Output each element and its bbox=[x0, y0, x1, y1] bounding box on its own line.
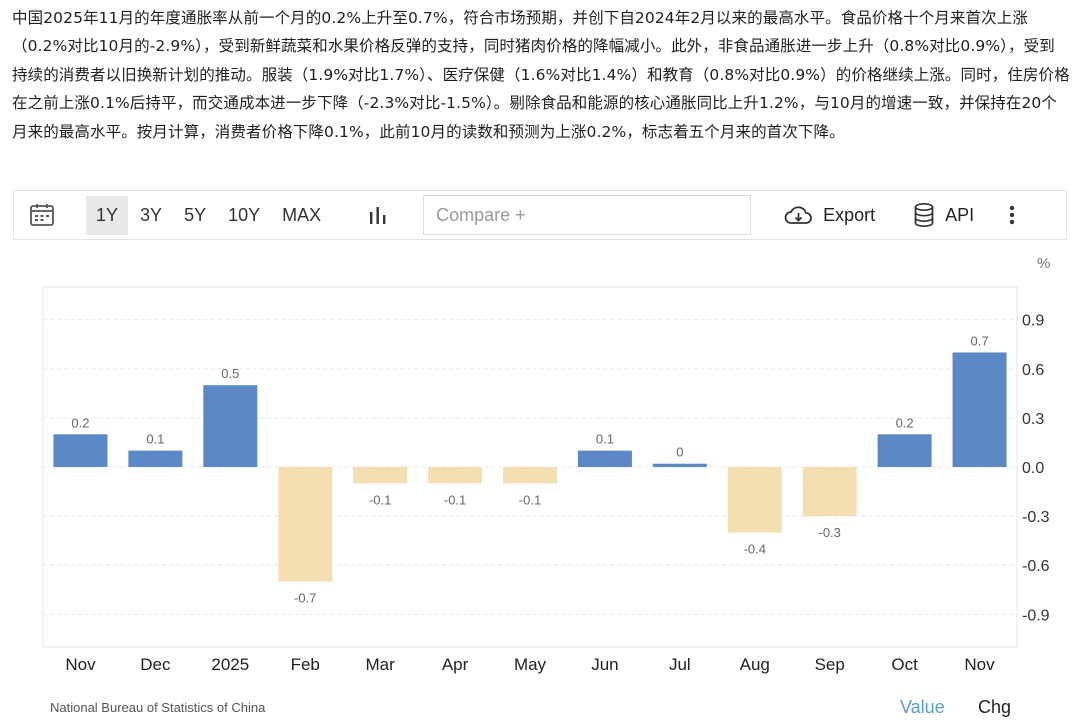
bar bbox=[952, 352, 1007, 467]
y-tick-label: 0.3 bbox=[1022, 411, 1044, 428]
y-tick-label: -0.9 bbox=[1022, 607, 1050, 624]
calendar-icon[interactable] bbox=[28, 203, 56, 227]
range-10y-button[interactable]: 10Y bbox=[228, 204, 261, 225]
cpi-bar-chart: 0.9 0.6 0.3 0.0 -0.3 -0.6 -0.9% 0.2 Nov 0.1 Dec 0.5… bbox=[42, 255, 1050, 674]
bar-chart-icon[interactable] bbox=[367, 204, 389, 226]
bar bbox=[652, 463, 707, 467]
x-tick-label: Dec bbox=[140, 655, 171, 674]
x-tick-label: 2025 bbox=[211, 655, 249, 674]
x-tick-label: May bbox=[514, 655, 547, 674]
data-label: -0.1 bbox=[444, 492, 466, 507]
bar bbox=[727, 467, 782, 533]
database-icon bbox=[914, 202, 934, 228]
x-tick-label: Jun bbox=[591, 655, 618, 674]
data-label: 0.1 bbox=[146, 432, 164, 447]
bar bbox=[53, 434, 108, 467]
x-tick-label: Nov bbox=[65, 655, 96, 674]
export-button[interactable]: Export bbox=[783, 204, 875, 226]
y-tick-label: -0.6 bbox=[1022, 558, 1050, 575]
data-label: 0.2 bbox=[896, 415, 914, 430]
bar bbox=[428, 467, 483, 484]
data-label: 0.1 bbox=[596, 432, 614, 447]
bar bbox=[203, 385, 258, 467]
x-tick-label: Jul bbox=[669, 655, 691, 674]
bar bbox=[877, 434, 932, 467]
x-tick-label: Aug bbox=[740, 655, 770, 674]
cloud-download-icon bbox=[784, 206, 812, 224]
data-label: 0.7 bbox=[970, 333, 988, 348]
bar bbox=[278, 467, 333, 582]
data-label: -0.7 bbox=[294, 591, 316, 606]
bar bbox=[503, 467, 557, 484]
x-tick-label: Feb bbox=[291, 655, 320, 674]
chg-toggle[interactable]: Chg bbox=[978, 697, 1012, 717]
api-label: API bbox=[945, 204, 975, 225]
y-tick-label: 0.6 bbox=[1022, 362, 1044, 379]
data-label: -0.3 bbox=[818, 525, 840, 540]
data-label: 0.2 bbox=[71, 415, 89, 430]
bar bbox=[577, 450, 632, 467]
y-tick-label: -0.3 bbox=[1022, 509, 1050, 526]
value-toggle[interactable]: Value bbox=[900, 697, 945, 717]
x-tick-label: Mar bbox=[366, 655, 396, 674]
data-label: -0.4 bbox=[744, 541, 766, 556]
x-tick-label: Sep bbox=[815, 655, 845, 674]
data-label: -0.1 bbox=[369, 492, 391, 507]
x-tick-label: Oct bbox=[891, 655, 918, 674]
y-tick-label: 0.9 bbox=[1022, 313, 1044, 330]
data-label: 0 bbox=[676, 445, 683, 460]
source-label: National Bureau of Statistics of China bbox=[50, 700, 266, 715]
chart-toolbar: 1Y 3Y 5Y 10Y MAX Compare + Export API bbox=[13, 190, 1067, 240]
data-label: -0.1 bbox=[519, 492, 541, 507]
article-paragraph: 中国2025年11月的年度通胀率从前一个月的0.2%上升至0.7%，符合市场预期… bbox=[12, 9, 1070, 141]
range-3y-button[interactable]: 3Y bbox=[140, 204, 163, 225]
api-button[interactable]: API bbox=[913, 202, 974, 228]
compare-input[interactable]: Compare + bbox=[423, 195, 752, 235]
y-unit-label: % bbox=[1037, 255, 1050, 272]
bar bbox=[802, 467, 857, 517]
range-5y-button[interactable]: 5Y bbox=[184, 204, 207, 225]
x-tick-label: Apr bbox=[442, 655, 469, 674]
export-label: Export bbox=[823, 204, 876, 225]
range-max-button[interactable]: MAX bbox=[282, 204, 322, 225]
bar bbox=[353, 467, 408, 484]
range-1y-button[interactable]: 1Y bbox=[86, 195, 129, 235]
bar bbox=[128, 450, 183, 467]
x-tick-label: Nov bbox=[964, 655, 995, 674]
y-tick-label: 0.0 bbox=[1022, 460, 1044, 477]
data-label: 0.5 bbox=[221, 366, 239, 381]
more-vertical-icon[interactable] bbox=[1008, 204, 1016, 226]
